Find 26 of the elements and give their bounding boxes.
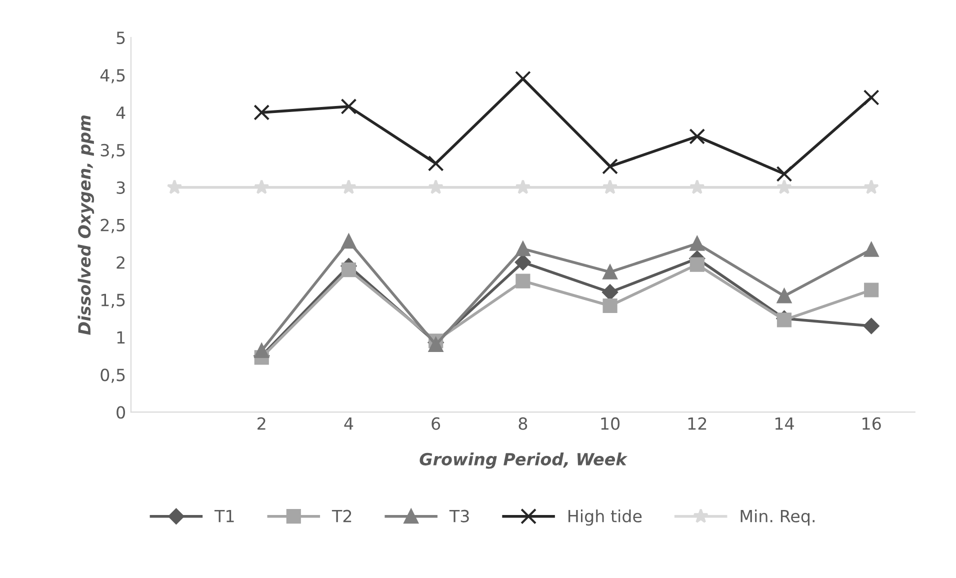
y-tick-label: 5	[116, 32, 125, 44]
y-tick-label: 1,5	[101, 294, 125, 308]
legend-label: T2	[332, 510, 352, 522]
x-tick-label: 12	[688, 417, 706, 430]
x-tick-label: 2	[258, 417, 266, 430]
legend-label: Min. Req.	[740, 510, 814, 526]
x-tick-label: 10	[601, 417, 620, 430]
legend-label: T1	[214, 510, 234, 522]
y-tick-label: 2	[116, 256, 124, 269]
x-tick-label: 14	[775, 417, 794, 430]
x-tick-label: 8	[518, 417, 528, 430]
x-tick-label: 4	[344, 417, 354, 430]
legend-label: High tide	[568, 510, 642, 526]
y-axis-title: Dissolved Oxygen, ppm	[78, 115, 94, 335]
x-tick-label: 16	[862, 417, 881, 430]
y-tick-label: 3,5	[100, 144, 125, 158]
y-tick-label: 0	[116, 406, 126, 419]
y-tick-label: 3	[116, 181, 125, 194]
y-tick-label: 0,5	[100, 368, 125, 383]
y-tick-label: 4,5	[100, 69, 125, 84]
legend-label: T3	[449, 510, 469, 522]
y-tick-label: 4	[116, 106, 126, 119]
y-tick-label: 1	[117, 331, 125, 344]
x-axis-title: Growing Period, Week	[420, 452, 628, 469]
x-tick-label: 6	[432, 417, 440, 430]
y-tick-label: 2,5	[100, 218, 125, 234]
